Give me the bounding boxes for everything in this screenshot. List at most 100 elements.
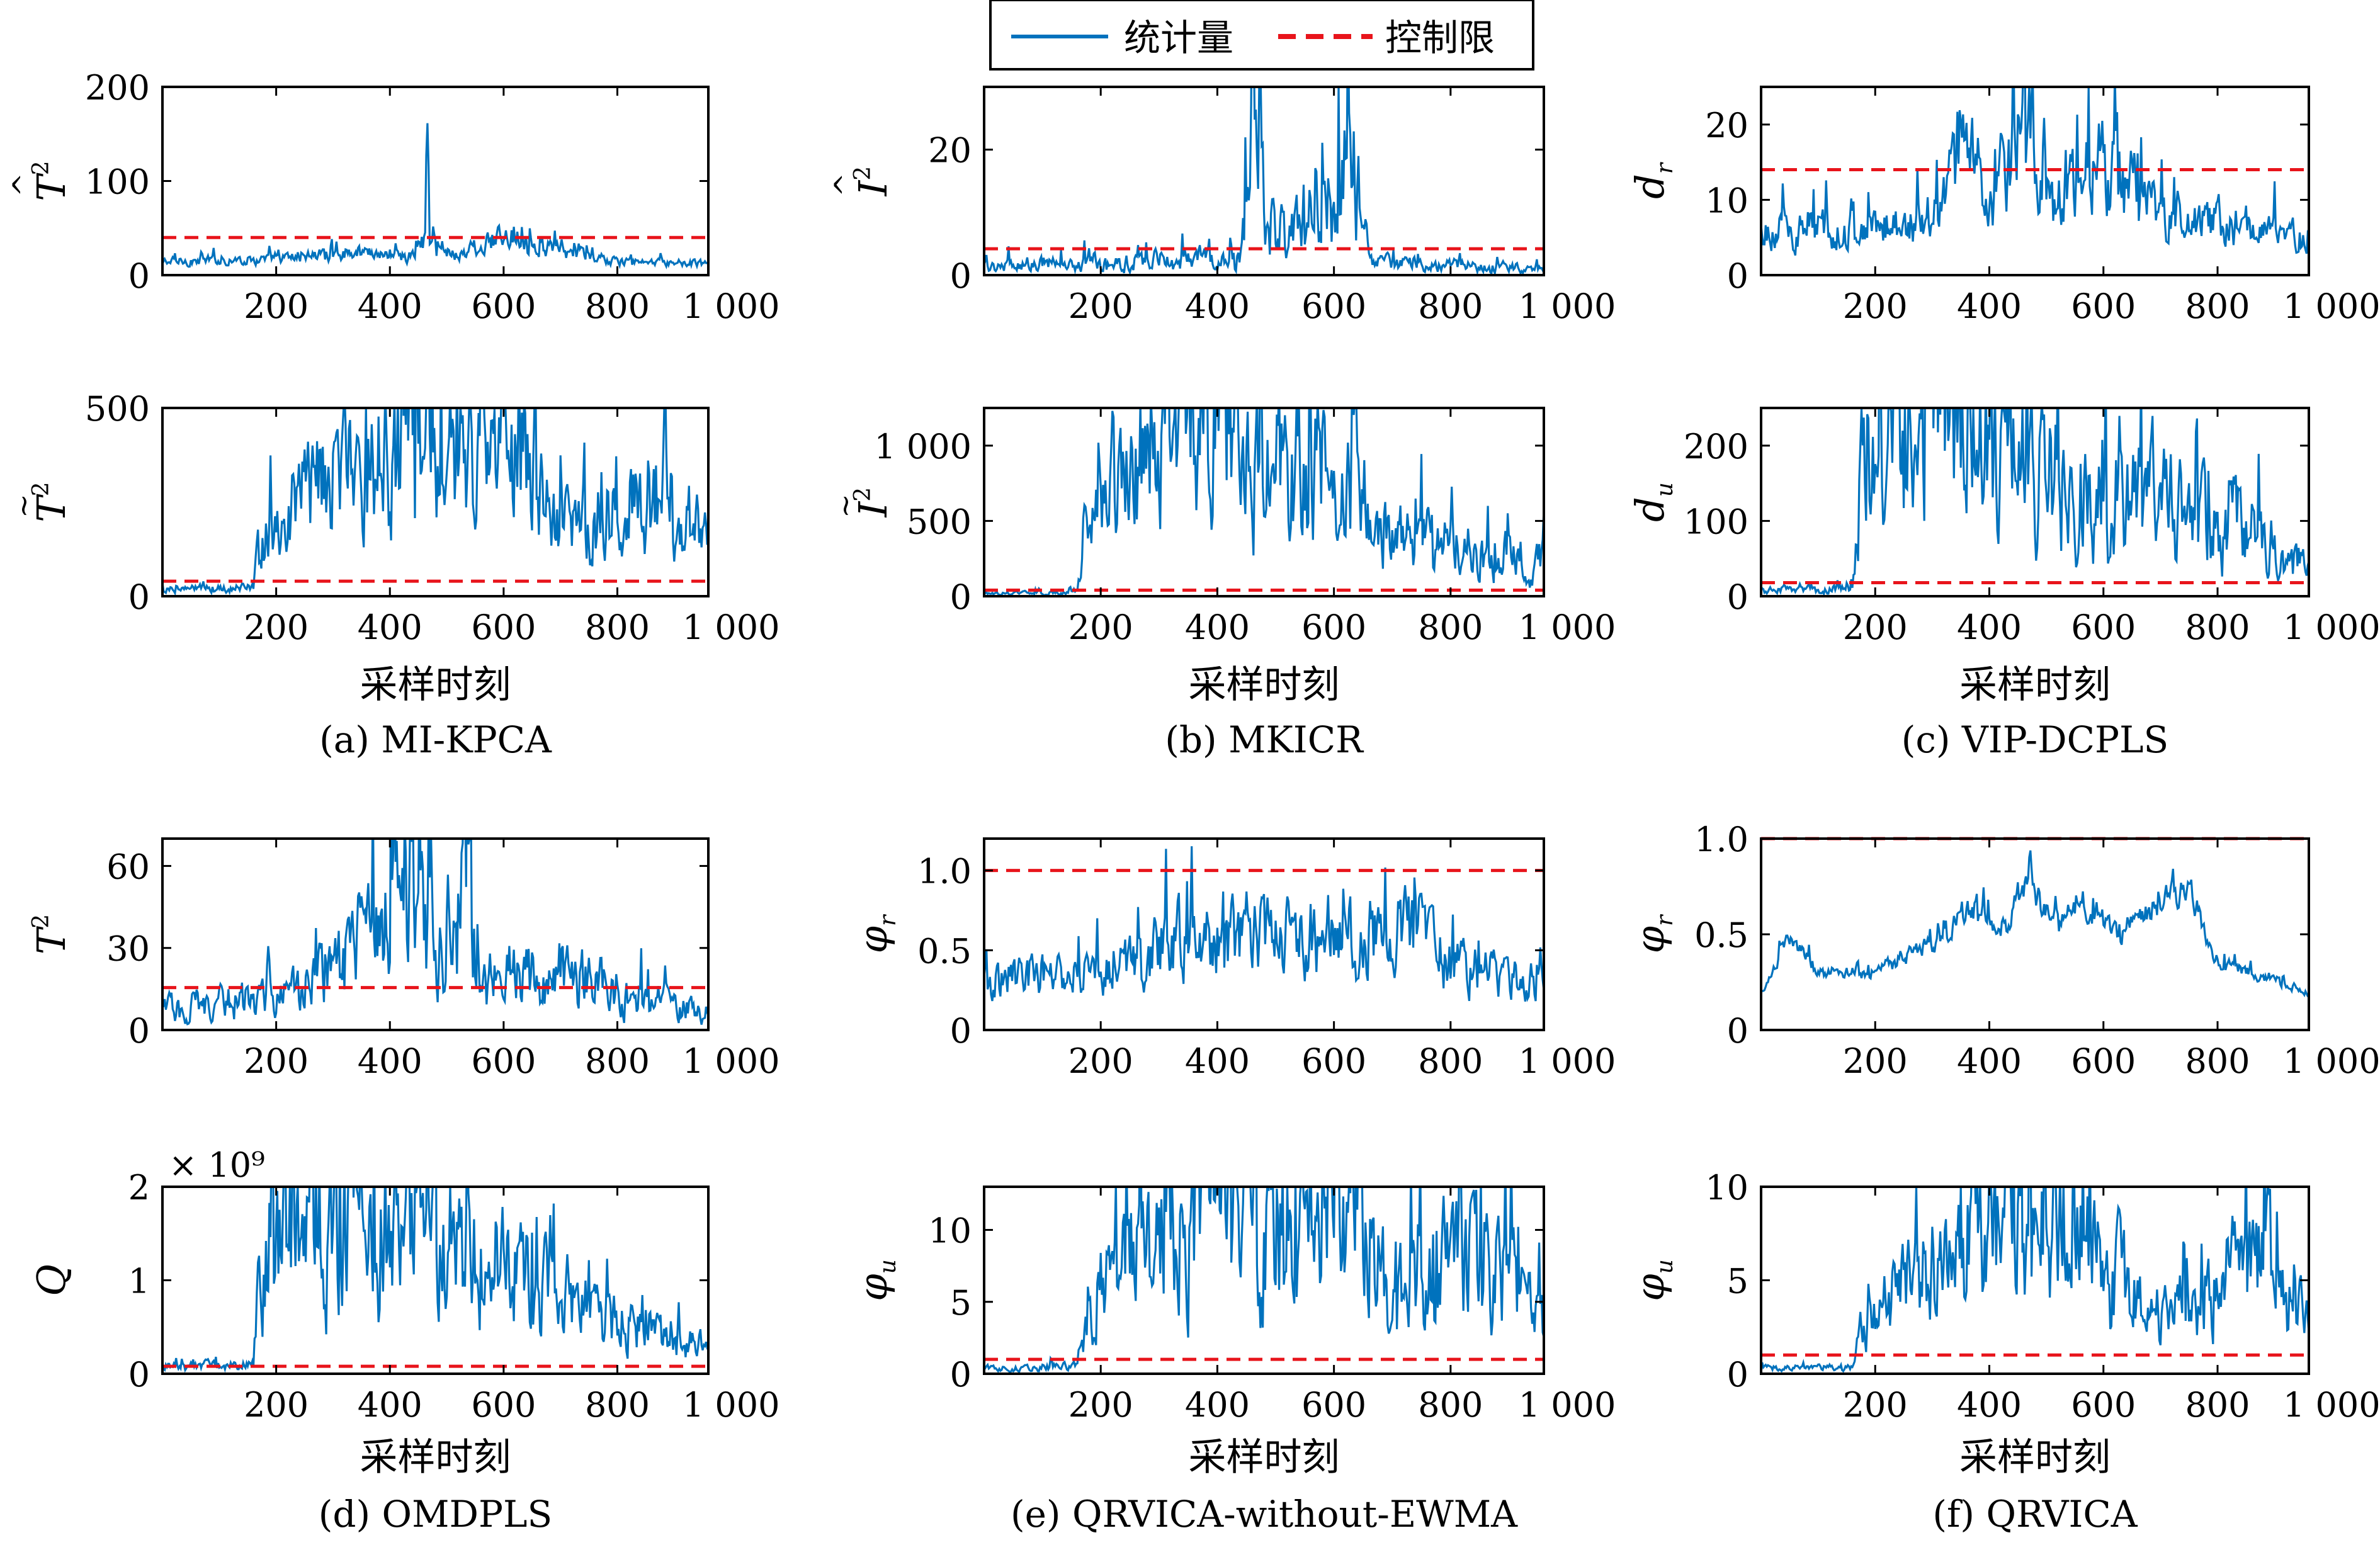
x-axis-label: 采样时刻 <box>1959 1435 2111 1480</box>
x-tick-label: 200 <box>1843 1041 1908 1081</box>
y-tick-label: 200 <box>1684 427 1748 467</box>
x-tick-label: 200 <box>1068 1385 1133 1425</box>
x-axis-label: 采样时刻 <box>1959 663 2111 707</box>
x-tick-label: 200 <box>1068 1041 1133 1081</box>
x-tick-label: 400 <box>1957 608 2022 647</box>
x-tick-label: 800 <box>1418 608 1483 647</box>
y-tick-label: 100 <box>85 162 150 202</box>
y-axis-label: φr <box>1627 914 1678 953</box>
y-tick-label: 5 <box>950 1283 972 1323</box>
y-axis-label: T2 <box>28 914 74 954</box>
y-tick-label: 0 <box>128 1355 150 1395</box>
y-tick-label: 60 <box>106 847 150 886</box>
x-tick-label: 1 000 <box>683 1385 780 1425</box>
x-tick-label: 1 000 <box>683 1041 780 1081</box>
y-tick-label: 20 <box>1705 106 1748 145</box>
x-tick-label: 400 <box>358 1385 422 1425</box>
x-axis-label: 采样时刻 <box>360 1435 511 1480</box>
y-tick-label: 0.5 <box>917 931 972 971</box>
subplot-5-2: 0 5 10 200 400 600 800 1 000 φu <box>850 1186 1616 1425</box>
y-tick-label: 1.0 <box>917 852 972 891</box>
svg-text:φu: φu <box>1627 1259 1678 1301</box>
y-axis-label: T2~ <box>6 482 74 522</box>
subplot-2-2: 0 500 1 000 200 400 600 800 1 000 I2~ <box>828 407 1616 647</box>
svg-text:I2: I2 <box>850 487 896 518</box>
svg-text:T2: T2 <box>28 914 74 954</box>
svg-text:dr: dr <box>1627 162 1678 199</box>
y-tick-label: 1 <box>128 1262 150 1301</box>
x-tick-label: 800 <box>585 1385 650 1425</box>
x-tick-label: 200 <box>1843 608 1908 647</box>
y-tick-label: 0 <box>128 1011 150 1051</box>
statistic-series <box>1761 1187 2309 1373</box>
y-tick-label: 5 <box>1727 1262 1748 1301</box>
x-tick-label: 400 <box>1185 1385 1250 1425</box>
x-tick-label: 200 <box>1843 286 1908 326</box>
statistic-series <box>162 123 708 270</box>
y-tick-label: 1.0 <box>1694 820 1748 859</box>
y-tick-label: 0 <box>128 577 150 617</box>
panel-caption: (a) MI-KPCA <box>319 718 552 761</box>
x-tick-label: 600 <box>471 1041 536 1081</box>
svg-text:φr: φr <box>1627 914 1678 953</box>
x-tick-label: 1 000 <box>2283 1385 2380 1425</box>
y-tick-label: 0 <box>950 256 972 296</box>
svg-text:^: ^ <box>6 173 40 197</box>
panel-6: 0 0.5 1.0 200 400 600 800 1 000 φr 0 5 10 200 400 600 8… <box>1627 820 2380 1536</box>
axes-box <box>983 407 1545 597</box>
x-axis-label: 采样时刻 <box>1189 663 1340 707</box>
panel-3: 0 10 20 200 400 600 800 1 000 dr 0 100 200 200 400 600… <box>1627 86 2380 761</box>
subplot-6-2: 0 5 10 200 400 600 800 1 000 φu <box>1627 1168 2380 1425</box>
x-tick-label: 400 <box>1185 1041 1250 1081</box>
y-tick-label: 10 <box>1705 181 1748 220</box>
svg-text:~: ~ <box>828 494 862 518</box>
x-tick-label: 400 <box>1957 1041 2022 1081</box>
svg-text:φu: φu <box>850 1259 901 1301</box>
subplot-6-1: 0 0.5 1.0 200 400 600 800 1 000 φr <box>1627 820 2380 1081</box>
y-tick-label: 0 <box>128 256 150 296</box>
y-tick-label: 0 <box>950 1355 972 1395</box>
legend-stat-label: 统计量 <box>1124 16 1233 59</box>
x-tick-label: 600 <box>2071 1385 2136 1425</box>
y-axis-label: φu <box>1627 1259 1678 1301</box>
panel-5: 0 0.5 1.0 200 400 600 800 1 000 φr 0 5 10 200 400 600 8… <box>850 837 1616 1536</box>
y-tick-label: 0 <box>950 1011 972 1051</box>
statistic-series <box>1761 408 2309 596</box>
axes-box <box>1760 86 2310 276</box>
panel-caption: (f) QRVICA <box>1932 1493 2138 1536</box>
y-axis-label: dr <box>1627 162 1678 199</box>
x-tick-label: 600 <box>2071 286 2136 326</box>
x-tick-label: 800 <box>585 1041 650 1081</box>
axes-box <box>983 837 1545 1031</box>
svg-text:T2: T2 <box>28 482 74 522</box>
x-tick-label: 400 <box>358 608 422 647</box>
legend-limit-label: 控制限 <box>1385 16 1495 59</box>
y-tick-label: 0 <box>1727 577 1748 617</box>
x-tick-label: 800 <box>1418 1385 1483 1425</box>
x-tick-label: 200 <box>244 1385 309 1425</box>
x-tick-label: 600 <box>471 1385 536 1425</box>
svg-text:du: du <box>1627 482 1678 522</box>
statistic-series <box>984 1187 1544 1374</box>
y-tick-label: 200 <box>85 68 150 108</box>
y-tick-label: 0 <box>1727 256 1748 296</box>
x-tick-label: 400 <box>1957 1385 2022 1425</box>
statistic-series <box>1761 850 2309 998</box>
svg-text:T2: T2 <box>28 161 74 201</box>
svg-text:I2: I2 <box>850 166 896 196</box>
x-tick-label: 800 <box>2185 1385 2250 1425</box>
y-tick-label: 500 <box>85 389 150 429</box>
axes-box <box>1760 837 2310 1031</box>
x-tick-label: 200 <box>1068 286 1133 326</box>
axes-box <box>983 1186 1545 1375</box>
x-tick-label: 1 000 <box>1519 608 1616 647</box>
subplot-5-1: 0 0.5 1.0 200 400 600 800 1 000 φr <box>850 837 1616 1081</box>
x-tick-label: 800 <box>585 608 650 647</box>
y-tick-label: 0 <box>950 577 972 617</box>
x-tick-label: 600 <box>1301 1385 1366 1425</box>
x-tick-label: 600 <box>1301 1041 1366 1081</box>
x-tick-label: 800 <box>2185 1041 2250 1081</box>
statistic-series <box>162 408 708 596</box>
